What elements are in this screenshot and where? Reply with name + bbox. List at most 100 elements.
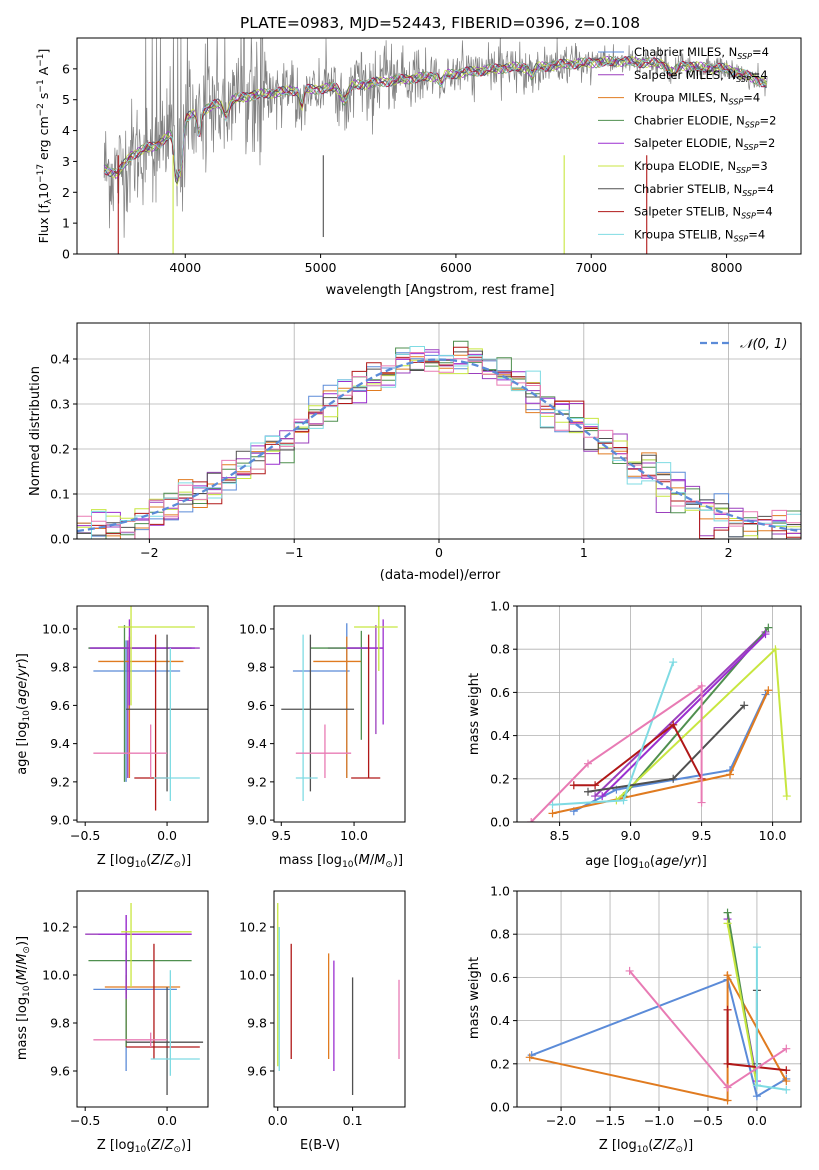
y-tick-label: 0.0 xyxy=(50,532,70,547)
weight-marker xyxy=(697,681,706,690)
x-tick-label: −2.0 xyxy=(546,1113,576,1128)
y-tick-label: 4 xyxy=(62,123,70,138)
model-spectrum xyxy=(104,56,767,187)
x-tick-label: 4000 xyxy=(169,260,201,275)
weight-marker xyxy=(740,701,749,710)
axes-frame xyxy=(76,605,209,823)
y-tick-label: 9.8 xyxy=(50,660,70,675)
plot-area xyxy=(525,908,791,1105)
x-tick-label: 9.5 xyxy=(692,828,712,843)
x-tick-label: 5000 xyxy=(305,260,337,275)
weight-marker xyxy=(525,1053,534,1062)
legend-subscript: SSP xyxy=(737,52,752,61)
weight-marker xyxy=(548,809,557,818)
legend-suffix: =4 xyxy=(757,182,774,196)
legend-label: Salpeter STELIB, NSSP=4 xyxy=(634,205,773,221)
axes-frame xyxy=(273,605,406,823)
x-tick-label: 7000 xyxy=(575,260,607,275)
z-age-xlabel: Z [log10(Z/Z⊙)] xyxy=(97,853,191,870)
x-tick-label: 9.0 xyxy=(621,828,641,843)
weight-marker xyxy=(782,1077,791,1086)
y-tick-label: 10.0 xyxy=(42,621,70,636)
weight-marker xyxy=(723,1096,732,1105)
y-tick-label: 9.2 xyxy=(50,774,70,789)
legend-suffix: =3 xyxy=(751,159,768,173)
model-spectrum xyxy=(103,56,767,179)
model-spectrum xyxy=(103,55,767,182)
weight-marker xyxy=(669,774,678,783)
plot-area xyxy=(85,903,204,1095)
z-massweight-xlabel: Z [log10(Z/Z⊙)] xyxy=(599,1138,693,1155)
z-mass-panel: −0.5 0.0 9.6 9.8 10.0 10.2 xyxy=(42,890,209,1128)
y-tick-label: 9.8 xyxy=(247,660,267,675)
x-tick-label: 0 xyxy=(435,545,443,560)
legend-suffix: =4 xyxy=(743,91,760,105)
histogram-xlabel: (data-model)/error xyxy=(380,568,501,583)
plot-area xyxy=(277,903,400,1095)
weight-marker xyxy=(723,1059,732,1068)
y-tick-label: 9.4 xyxy=(247,736,267,751)
ebv-xlabel: E(B-V) xyxy=(300,1138,340,1153)
y-tick-label: 0.2 xyxy=(50,442,70,457)
y-tick-label: 10.0 xyxy=(42,968,70,983)
weight-marker xyxy=(723,1083,732,1092)
z-mass-ylabel: mass [log10(M/M⊙)] xyxy=(15,936,32,1060)
y-tick-label: 10.2 xyxy=(42,920,70,935)
y-tick-label: 0.4 xyxy=(50,352,70,367)
weight-marker xyxy=(569,781,578,790)
weight-line xyxy=(594,631,767,797)
y-tick-label: 0.8 xyxy=(490,642,510,657)
x-tick-label: 8000 xyxy=(711,260,743,275)
y-tick-label: 0.0 xyxy=(490,1100,510,1115)
y-tick-label: 5 xyxy=(62,92,70,107)
y-tick-label: 0 xyxy=(62,247,70,262)
plot-area xyxy=(103,38,768,254)
normal-curve xyxy=(77,358,801,533)
x-tick-label: −0.5 xyxy=(693,1113,723,1128)
x-tick-label: 8.5 xyxy=(550,828,570,843)
legend-label: Kroupa ELODIE, NSSP=3 xyxy=(634,159,768,175)
legend-subscript: SSP xyxy=(742,189,757,198)
x-tick-label: 9.5 xyxy=(271,828,291,843)
legend-subscript: SSP xyxy=(736,75,751,84)
x-tick-label: 10.0 xyxy=(759,828,787,843)
legend-subscript: SSP xyxy=(729,98,744,107)
z-mass-xlabel: Z [log10(Z/Z⊙)] xyxy=(97,1138,191,1155)
y-tick-label: 10.0 xyxy=(239,968,267,983)
y-tick-label: 9.6 xyxy=(247,698,267,713)
y-tick-label: 0.6 xyxy=(490,970,510,985)
age-massweight-panel: 8.5 9.0 9.5 10.0 0.0 0.2 0.4 0.6 0.8 1.0 xyxy=(490,599,802,843)
weight-marker xyxy=(726,770,734,779)
weight-marker xyxy=(764,686,773,695)
x-tick-label: −1.0 xyxy=(644,1113,674,1128)
weight-marker xyxy=(723,908,732,917)
x-tick-label: −0.5 xyxy=(70,1113,100,1128)
plot-area xyxy=(527,623,791,822)
weight-line xyxy=(573,723,703,787)
model-spectrum xyxy=(103,56,767,178)
y-tick-label: 9.0 xyxy=(247,813,267,828)
weight-marker xyxy=(782,1066,791,1075)
weight-marker xyxy=(752,1092,761,1101)
age-massweight-xlabel: age [log10(age/yr)] xyxy=(585,854,707,871)
age-massweight-ylabel: mass weight xyxy=(467,673,482,755)
y-tick-label: 1.0 xyxy=(490,599,510,614)
weight-marker xyxy=(771,645,780,654)
figure-title: PLATE=0983, MJD=52443, FIBERID=0396, z=0… xyxy=(240,14,640,32)
weight-line xyxy=(601,633,767,797)
y-tick-label: 9.0 xyxy=(50,813,70,828)
weight-marker xyxy=(584,787,592,796)
weight-marker xyxy=(723,1005,732,1014)
x-tick-label: 0.0 xyxy=(268,1113,288,1128)
observed-spectrum xyxy=(103,38,768,238)
legend-label: Chabrier ELODIE, NSSP=2 xyxy=(634,113,776,129)
x-tick-label: 0.1 xyxy=(343,1113,363,1128)
axes-frame xyxy=(76,890,209,1108)
y-tick-label: 0.2 xyxy=(490,771,510,786)
x-tick-label: 1 xyxy=(580,545,588,560)
y-tick-label: 0.6 xyxy=(490,685,510,700)
y-tick-label: 9.6 xyxy=(50,698,70,713)
y-tick-label: 9.2 xyxy=(247,774,267,789)
spectrum-panel: 4000 5000 6000 7000 8000 0 1 2 3 4 5 6 Chabrier MILE… xyxy=(62,37,802,275)
y-tick-label: 6 xyxy=(62,61,70,76)
